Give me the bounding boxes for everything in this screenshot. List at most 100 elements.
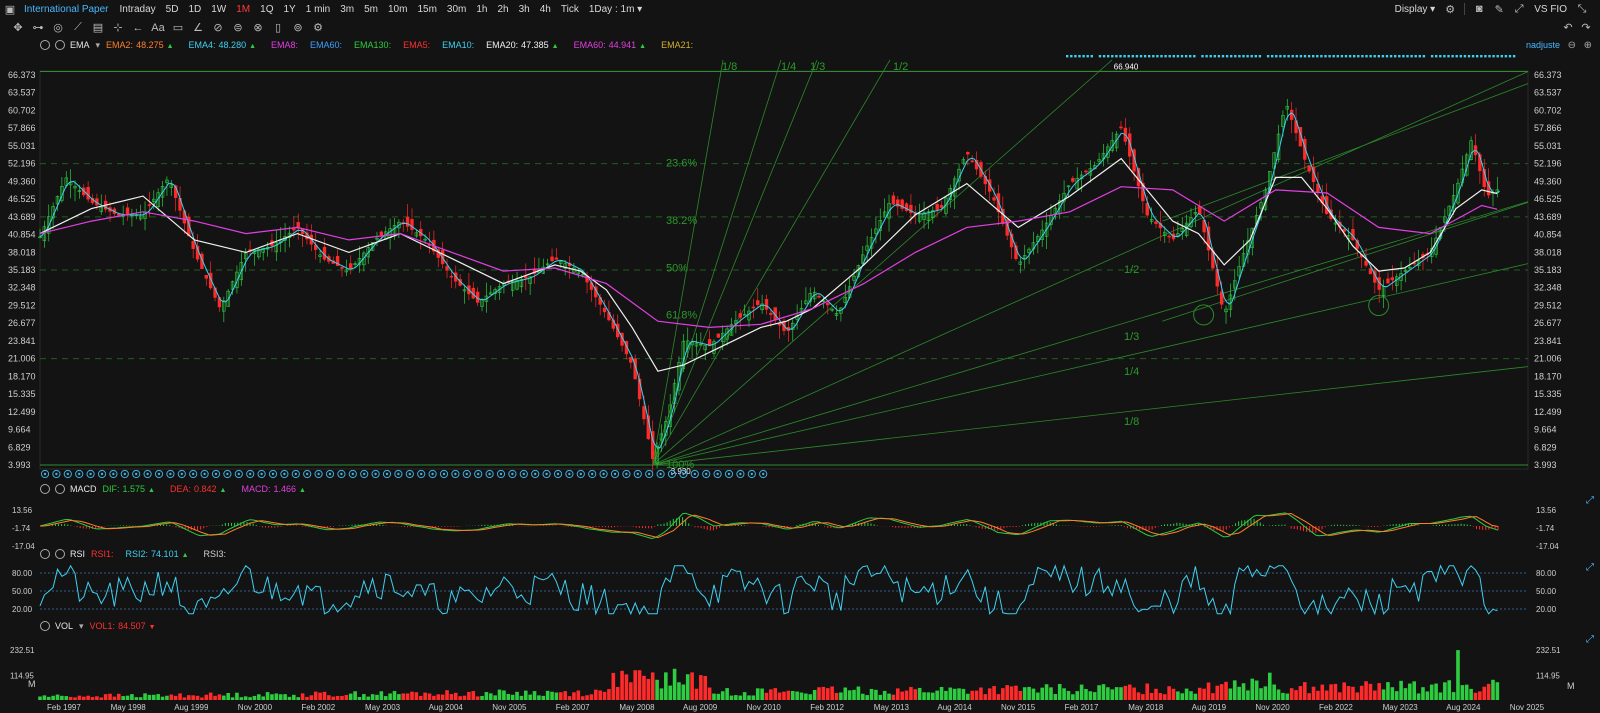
comment-icon[interactable]: ▭ — [172, 22, 184, 34]
shape-tool-icon[interactable]: ◎ — [53, 22, 63, 34]
volume-bar — [344, 694, 349, 700]
rsi-close-icon[interactable] — [55, 549, 65, 559]
macd-tick-right: -1.74 — [1536, 524, 1555, 533]
lock-icon[interactable]: ⊜ — [233, 22, 243, 34]
main-panel-header: EMA ▾ EMA2: 48.275 ▲ EMA4: 48.280 ▲ EMA8: EMA60… — [40, 38, 711, 52]
expand-icon[interactable]: ⤡ — [1577, 2, 1587, 15]
time-axis-label: Feb 2022 — [1319, 703, 1353, 712]
ema-value: 44.941 — [608, 40, 637, 50]
volume-bar — [537, 695, 541, 700]
timeframe-1y[interactable]: 1Y — [283, 3, 296, 15]
rsi-tick-right: 20.00 — [1536, 605, 1557, 614]
measure-icon[interactable]: ⊹ — [113, 22, 123, 34]
event-marker-icon — [132, 469, 141, 479]
volume-bar — [1189, 691, 1193, 700]
move-icon[interactable]: ✥ — [13, 22, 23, 34]
hide-icon[interactable]: ⊗ — [253, 22, 263, 34]
volume-bar — [116, 693, 121, 700]
macd-close-icon[interactable] — [55, 484, 65, 494]
timeframe-2h[interactable]: 2h — [497, 3, 509, 15]
display-menu[interactable]: Display ▾ — [1394, 3, 1436, 15]
brush-icon[interactable]: ∠ — [193, 22, 203, 34]
timeframe-tick[interactable]: Tick — [560, 3, 579, 15]
settings-icon[interactable]: ⚙ — [1445, 3, 1456, 16]
timeframe-30m[interactable]: 30m — [446, 3, 467, 15]
volume-bar — [760, 688, 764, 700]
candle-body — [160, 186, 165, 198]
minus-icon[interactable]: ⊖ — [1567, 40, 1576, 51]
volume-bar — [804, 693, 808, 700]
timeframe-3m[interactable]: 3m — [340, 3, 355, 15]
plus-icon[interactable]: ⊕ — [1583, 40, 1592, 51]
signal-dot — [1463, 55, 1467, 58]
main-indicator-name[interactable]: EMA — [70, 40, 90, 50]
volume-bar — [1171, 688, 1176, 700]
vol-settings-icon[interactable] — [40, 621, 50, 631]
volume-bar — [887, 693, 891, 700]
timeframe-5m[interactable]: 5m — [364, 3, 378, 15]
candle-body — [961, 159, 966, 164]
volume-bar — [1451, 692, 1456, 700]
eraser-icon[interactable]: ⊘ — [213, 22, 223, 34]
settings-small-icon[interactable]: ⚙ — [313, 22, 323, 34]
volume-bar — [659, 688, 664, 700]
macd-indicator-name[interactable]: MACD — [70, 484, 97, 494]
volume-bar — [1031, 688, 1036, 700]
line-tool-icon[interactable]: ⊶ — [32, 22, 44, 34]
event-marker-dot — [613, 472, 617, 476]
trend-tool-icon[interactable]: ⟋ — [74, 21, 82, 33]
timeframe-10m[interactable]: 10m — [388, 3, 408, 15]
signal-dot — [1287, 55, 1290, 58]
text-icon[interactable]: Aa — [151, 21, 165, 34]
arrow-left-icon[interactable]: ← — [132, 21, 144, 34]
rsi-expand-icon[interactable]: ⤢ — [1586, 562, 1594, 573]
ema-label: EMA8: — [271, 40, 299, 50]
candle-body — [1408, 266, 1412, 269]
timeframe-3h[interactable]: 3h — [518, 3, 530, 15]
event-marker-dot — [146, 472, 149, 476]
trash-icon[interactable]: ▯ — [274, 22, 282, 34]
chevron-down-icon[interactable]: ▾ — [95, 39, 101, 50]
timeframe-1d[interactable]: 1D — [188, 3, 202, 15]
rsi-settings-icon[interactable] — [40, 549, 50, 559]
compare-label[interactable]: VS FIO — [1534, 3, 1567, 15]
timeframe-15m[interactable]: 15m — [417, 3, 437, 15]
fullscreen-icon[interactable]: ⤢ — [1514, 2, 1524, 15]
camera-icon[interactable]: ◙ — [1475, 3, 1483, 15]
panel-settings-icon[interactable] — [40, 40, 50, 50]
macd-settings-icon[interactable] — [40, 484, 50, 494]
timeframe-4h[interactable]: 4h — [539, 3, 551, 15]
pen-icon[interactable]: ✎ — [1494, 3, 1504, 16]
adjust-label[interactable]: nadjuste — [1525, 40, 1560, 50]
volume-bar — [874, 689, 878, 700]
undo-icon[interactable]: ↶ — [1563, 22, 1573, 34]
panel-close-icon[interactable] — [55, 40, 65, 50]
panel-icon[interactable]: ▣ — [4, 3, 16, 16]
volume-bar — [1464, 684, 1469, 700]
volume-bar — [60, 695, 64, 700]
volume-bar — [1373, 690, 1377, 700]
interval-select[interactable]: 1Day : 1m ▾ — [588, 3, 643, 15]
eye-icon[interactable]: ⊚ — [293, 22, 303, 34]
signal-dot — [1422, 55, 1426, 58]
volume-bar — [252, 695, 257, 700]
timeframe-1w[interactable]: 1W — [211, 3, 227, 15]
ruler-icon[interactable]: ▤ — [92, 22, 104, 34]
rsi-indicator-name[interactable]: RSI — [70, 549, 86, 559]
vol-chevron-icon[interactable]: ▾ — [79, 620, 84, 631]
timeframe-1h[interactable]: 1h — [476, 3, 488, 15]
candle-body — [1219, 291, 1224, 305]
macd-expand-icon[interactable]: ⤢ — [1586, 495, 1594, 506]
symbol-name[interactable]: International Paper — [24, 3, 109, 15]
timeframe-intraday[interactable]: Intraday — [119, 3, 156, 15]
timeframe-1m[interactable]: 1M — [236, 3, 251, 15]
timeframe-1q[interactable]: 1Q — [260, 3, 274, 15]
event-marker-icon — [246, 469, 255, 479]
redo-icon[interactable]: ↷ — [1581, 22, 1591, 34]
vol-indicator-name[interactable]: VOL — [55, 621, 74, 631]
timeframe-1-min[interactable]: 1 min — [305, 3, 331, 15]
event-marker-icon — [565, 469, 574, 479]
vol-expand-icon[interactable]: ⤢ — [1586, 634, 1594, 645]
timeframe-5d[interactable]: 5D — [165, 3, 179, 15]
